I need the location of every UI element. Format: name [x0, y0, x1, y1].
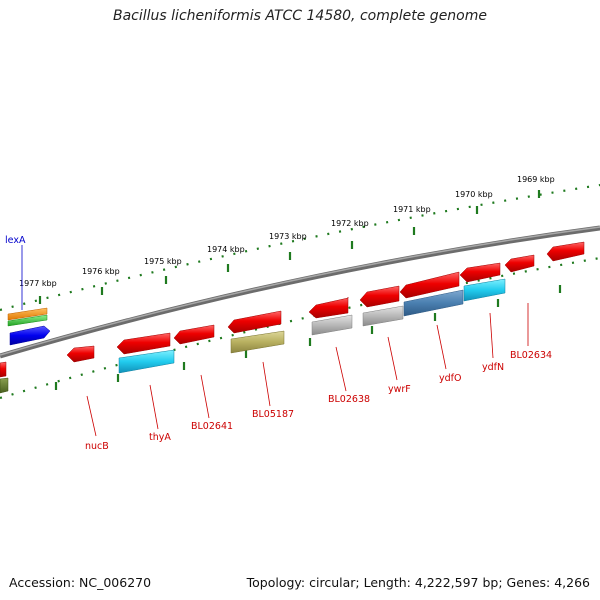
gene-arrow[interactable] — [308, 297, 349, 319]
gene-arrow[interactable] — [116, 332, 171, 355]
genome-backbone — [0, 225, 600, 359]
leader-line — [387, 336, 398, 381]
leader-line — [335, 346, 347, 392]
accession-text: Accession: NC_006270 — [9, 575, 152, 590]
topology-text: Topology: circular; Length: 4,222,597 bp… — [246, 575, 590, 590]
gene-arrow[interactable] — [359, 285, 400, 308]
leader-line — [436, 324, 447, 370]
ruler-label: 1974 kbp — [207, 245, 245, 254]
leader-line — [200, 374, 210, 419]
ruler-label: 1970 kbp — [455, 190, 493, 199]
gene-label[interactable]: BL02641 — [191, 421, 233, 432]
gene-label[interactable]: ydfO — [439, 373, 461, 384]
gene-arrow[interactable] — [399, 271, 460, 299]
leader-line — [262, 361, 271, 407]
gene-label[interactable]: BL02634 — [510, 350, 552, 361]
ruler-label: 1977 kbp — [19, 279, 57, 288]
gene-label[interactable]: BL05187 — [252, 409, 294, 420]
gene-label[interactable]: BL02638 — [328, 394, 370, 405]
gene-ywrF[interactable] — [362, 305, 404, 327]
ruler-label: 1975 kbp — [144, 257, 182, 266]
gene-arrow[interactable] — [0, 377, 9, 394]
outer-ruler — [0, 183, 600, 312]
gene-arrow[interactable] — [459, 262, 501, 283]
gene-BL02638[interactable] — [311, 314, 353, 336]
gene-lexA[interactable] — [7, 307, 51, 346]
ruler-label: 1973 kbp — [269, 232, 307, 241]
gene-label[interactable]: nucB — [85, 441, 109, 452]
gene-label[interactable]: thyA — [149, 432, 171, 443]
gene-arrow[interactable] — [504, 254, 535, 273]
gene-thyA[interactable] — [118, 349, 175, 374]
gene-label[interactable]: ydfN — [482, 362, 504, 373]
leader-line — [489, 312, 494, 359]
gene-BL05187[interactable] — [230, 330, 285, 354]
ruler-label: 1972 kbp — [331, 219, 369, 228]
inner-ruler-ticks — [54, 285, 562, 390]
outer-ruler-ticks — [38, 190, 541, 304]
leader-line — [149, 384, 159, 430]
gene-arrow[interactable] — [0, 361, 7, 378]
gene-BL02641[interactable] — [173, 324, 215, 345]
ruler-label: 1976 kbp — [82, 267, 120, 276]
ruler-label: 1971 kbp — [393, 205, 431, 214]
ruler-label: 1969 kbp — [517, 175, 555, 184]
gene-arrow[interactable] — [227, 310, 282, 334]
leader-line — [86, 395, 97, 437]
gene-label[interactable]: lexA — [5, 235, 26, 246]
map-title: Bacillus licheniformis ATCC 14580, compl… — [113, 8, 487, 24]
gene-label[interactable]: ywrF — [388, 384, 411, 395]
gene-arrow[interactable] — [546, 241, 585, 262]
gene-nucB[interactable] — [66, 345, 95, 363]
gene-ydfN[interactable] — [463, 278, 506, 302]
gene-ydfO[interactable] — [403, 289, 464, 317]
